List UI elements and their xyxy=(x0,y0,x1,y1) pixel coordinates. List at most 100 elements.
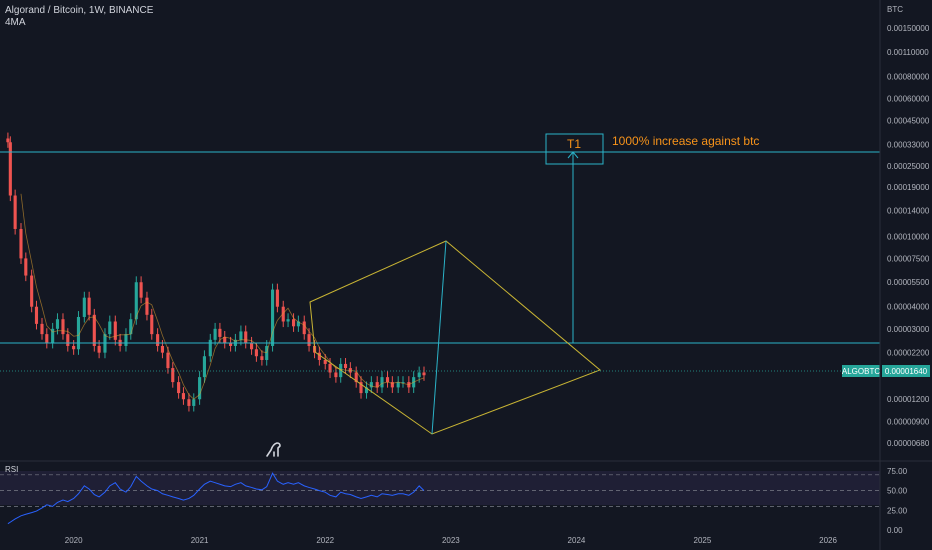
time-tick-label: 2021 xyxy=(191,536,209,545)
candle-body xyxy=(292,319,296,327)
candle-body xyxy=(375,382,379,388)
diamond-height-line xyxy=(431,240,447,435)
drawing-overlays[interactable]: T1 1000% increase against btc xyxy=(0,133,880,435)
candle-body xyxy=(187,399,191,406)
candle-body xyxy=(218,328,222,337)
diamond-pattern[interactable] xyxy=(309,240,601,435)
price-tick-label: 0.00025000 xyxy=(887,162,930,171)
candle-body xyxy=(97,345,101,353)
price-tick-label: 0.00000900 xyxy=(887,417,930,426)
time-tick-label: 2024 xyxy=(568,536,586,545)
candle-body xyxy=(51,328,55,343)
candle-body xyxy=(87,297,91,315)
candle-body xyxy=(213,328,217,340)
rsi-tick-label: 50.00 xyxy=(887,487,908,496)
chart-header: Algorand / Bitcoin, 1W, BINANCE 4MA xyxy=(5,5,153,29)
rsi-label: RSI xyxy=(5,465,18,474)
price-tick-label: 0.00001200 xyxy=(887,395,930,404)
axis-currency: BTC xyxy=(887,5,903,14)
rsi-band xyxy=(0,471,880,505)
candle-body xyxy=(317,352,321,360)
last-price-symbol: ALGOBTC xyxy=(842,367,880,376)
candle-body xyxy=(271,289,275,346)
candle-body xyxy=(396,382,400,388)
ma-line xyxy=(20,193,425,400)
price-tick-label: 0.00014000 xyxy=(887,206,930,215)
candle-body xyxy=(307,334,311,346)
candle-body xyxy=(417,372,421,378)
time-tick-label: 2025 xyxy=(694,536,712,545)
indicator-label[interactable]: 4MA xyxy=(5,17,26,28)
candle-body xyxy=(302,321,306,335)
candle-body xyxy=(244,331,248,343)
candle-body xyxy=(359,382,363,394)
candle-body xyxy=(24,258,28,276)
candle-body xyxy=(13,195,17,229)
candle-body xyxy=(113,321,117,340)
candle-body xyxy=(390,382,394,388)
rsi-tick-label: 75.00 xyxy=(887,467,908,476)
candle-body xyxy=(134,282,138,320)
candle-body xyxy=(380,377,384,388)
candle-body xyxy=(139,282,143,298)
price-tick-label: 0.00000680 xyxy=(887,439,930,448)
candle-body xyxy=(171,368,175,383)
price-tick-label: 0.00019000 xyxy=(887,183,930,192)
rsi-tick-label: 0.00 xyxy=(887,526,903,535)
candle-body xyxy=(72,345,76,350)
candle-body xyxy=(108,321,112,335)
price-tick-label: 0.00033000 xyxy=(887,141,930,150)
price-tick-label: 0.00045000 xyxy=(887,117,930,126)
time-axis[interactable]: 2020 2021 2022 2023 2024 2025 2026 xyxy=(65,536,838,545)
candle-body xyxy=(61,319,65,335)
candle-body xyxy=(192,399,196,406)
candle-body xyxy=(6,138,10,143)
time-tick-label: 2020 xyxy=(65,536,83,545)
candle-body xyxy=(223,336,227,343)
candle-body xyxy=(150,314,154,335)
time-tick-label: 2023 xyxy=(442,536,460,545)
candle-body xyxy=(198,377,202,400)
candle-body xyxy=(30,275,34,307)
target-box[interactable] xyxy=(545,133,604,165)
price-tick-label: 0.00150000 xyxy=(887,24,930,33)
candle-body xyxy=(8,142,12,196)
price-tick-label: 0.00005500 xyxy=(887,278,930,287)
time-tick-label: 2022 xyxy=(316,536,334,545)
candle-body xyxy=(281,306,285,322)
price-tick-label: 0.00010000 xyxy=(887,232,930,241)
symbol-title[interactable]: Algorand / Bitcoin, 1W, BINANCE xyxy=(5,5,154,16)
last-price-badge: ALGOBTC 0.00001640 xyxy=(842,365,930,377)
price-tick-label: 0.00002200 xyxy=(887,349,930,358)
candle-body xyxy=(229,342,233,346)
candle-body xyxy=(354,372,358,383)
candle-body xyxy=(239,331,243,340)
candle-body xyxy=(323,359,327,364)
candle-body xyxy=(260,356,264,360)
candle-body xyxy=(385,377,390,383)
price-tick-label: 0.00007500 xyxy=(887,254,930,263)
rsi-line xyxy=(7,472,425,525)
price-tick-label: 0.00060000 xyxy=(887,95,930,104)
candle-body xyxy=(45,334,49,343)
candle-body xyxy=(334,372,338,378)
candle-body xyxy=(286,319,290,322)
rsi-pane[interactable]: 75.00 50.00 25.00 0.00 xyxy=(0,467,908,535)
candle-body xyxy=(124,334,128,346)
price-tick-label: 0.00004000 xyxy=(887,303,930,312)
candle-body xyxy=(275,289,279,307)
candle-body xyxy=(92,314,96,346)
price-axis[interactable]: 0.00150000 0.00110000 0.00080000 0.00060000… xyxy=(887,24,930,448)
candle-body xyxy=(343,363,348,369)
price-tick-label: 0.00080000 xyxy=(887,72,930,81)
candle-body xyxy=(160,345,165,353)
candle-body xyxy=(55,319,60,329)
candle-body xyxy=(181,393,185,400)
price-tick-label: 0.00110000 xyxy=(887,48,929,57)
candle-body xyxy=(202,356,206,378)
tradingview-logo-icon xyxy=(266,442,281,457)
candle-body xyxy=(19,228,23,259)
candle-body xyxy=(156,334,160,346)
candle-body xyxy=(166,352,170,369)
